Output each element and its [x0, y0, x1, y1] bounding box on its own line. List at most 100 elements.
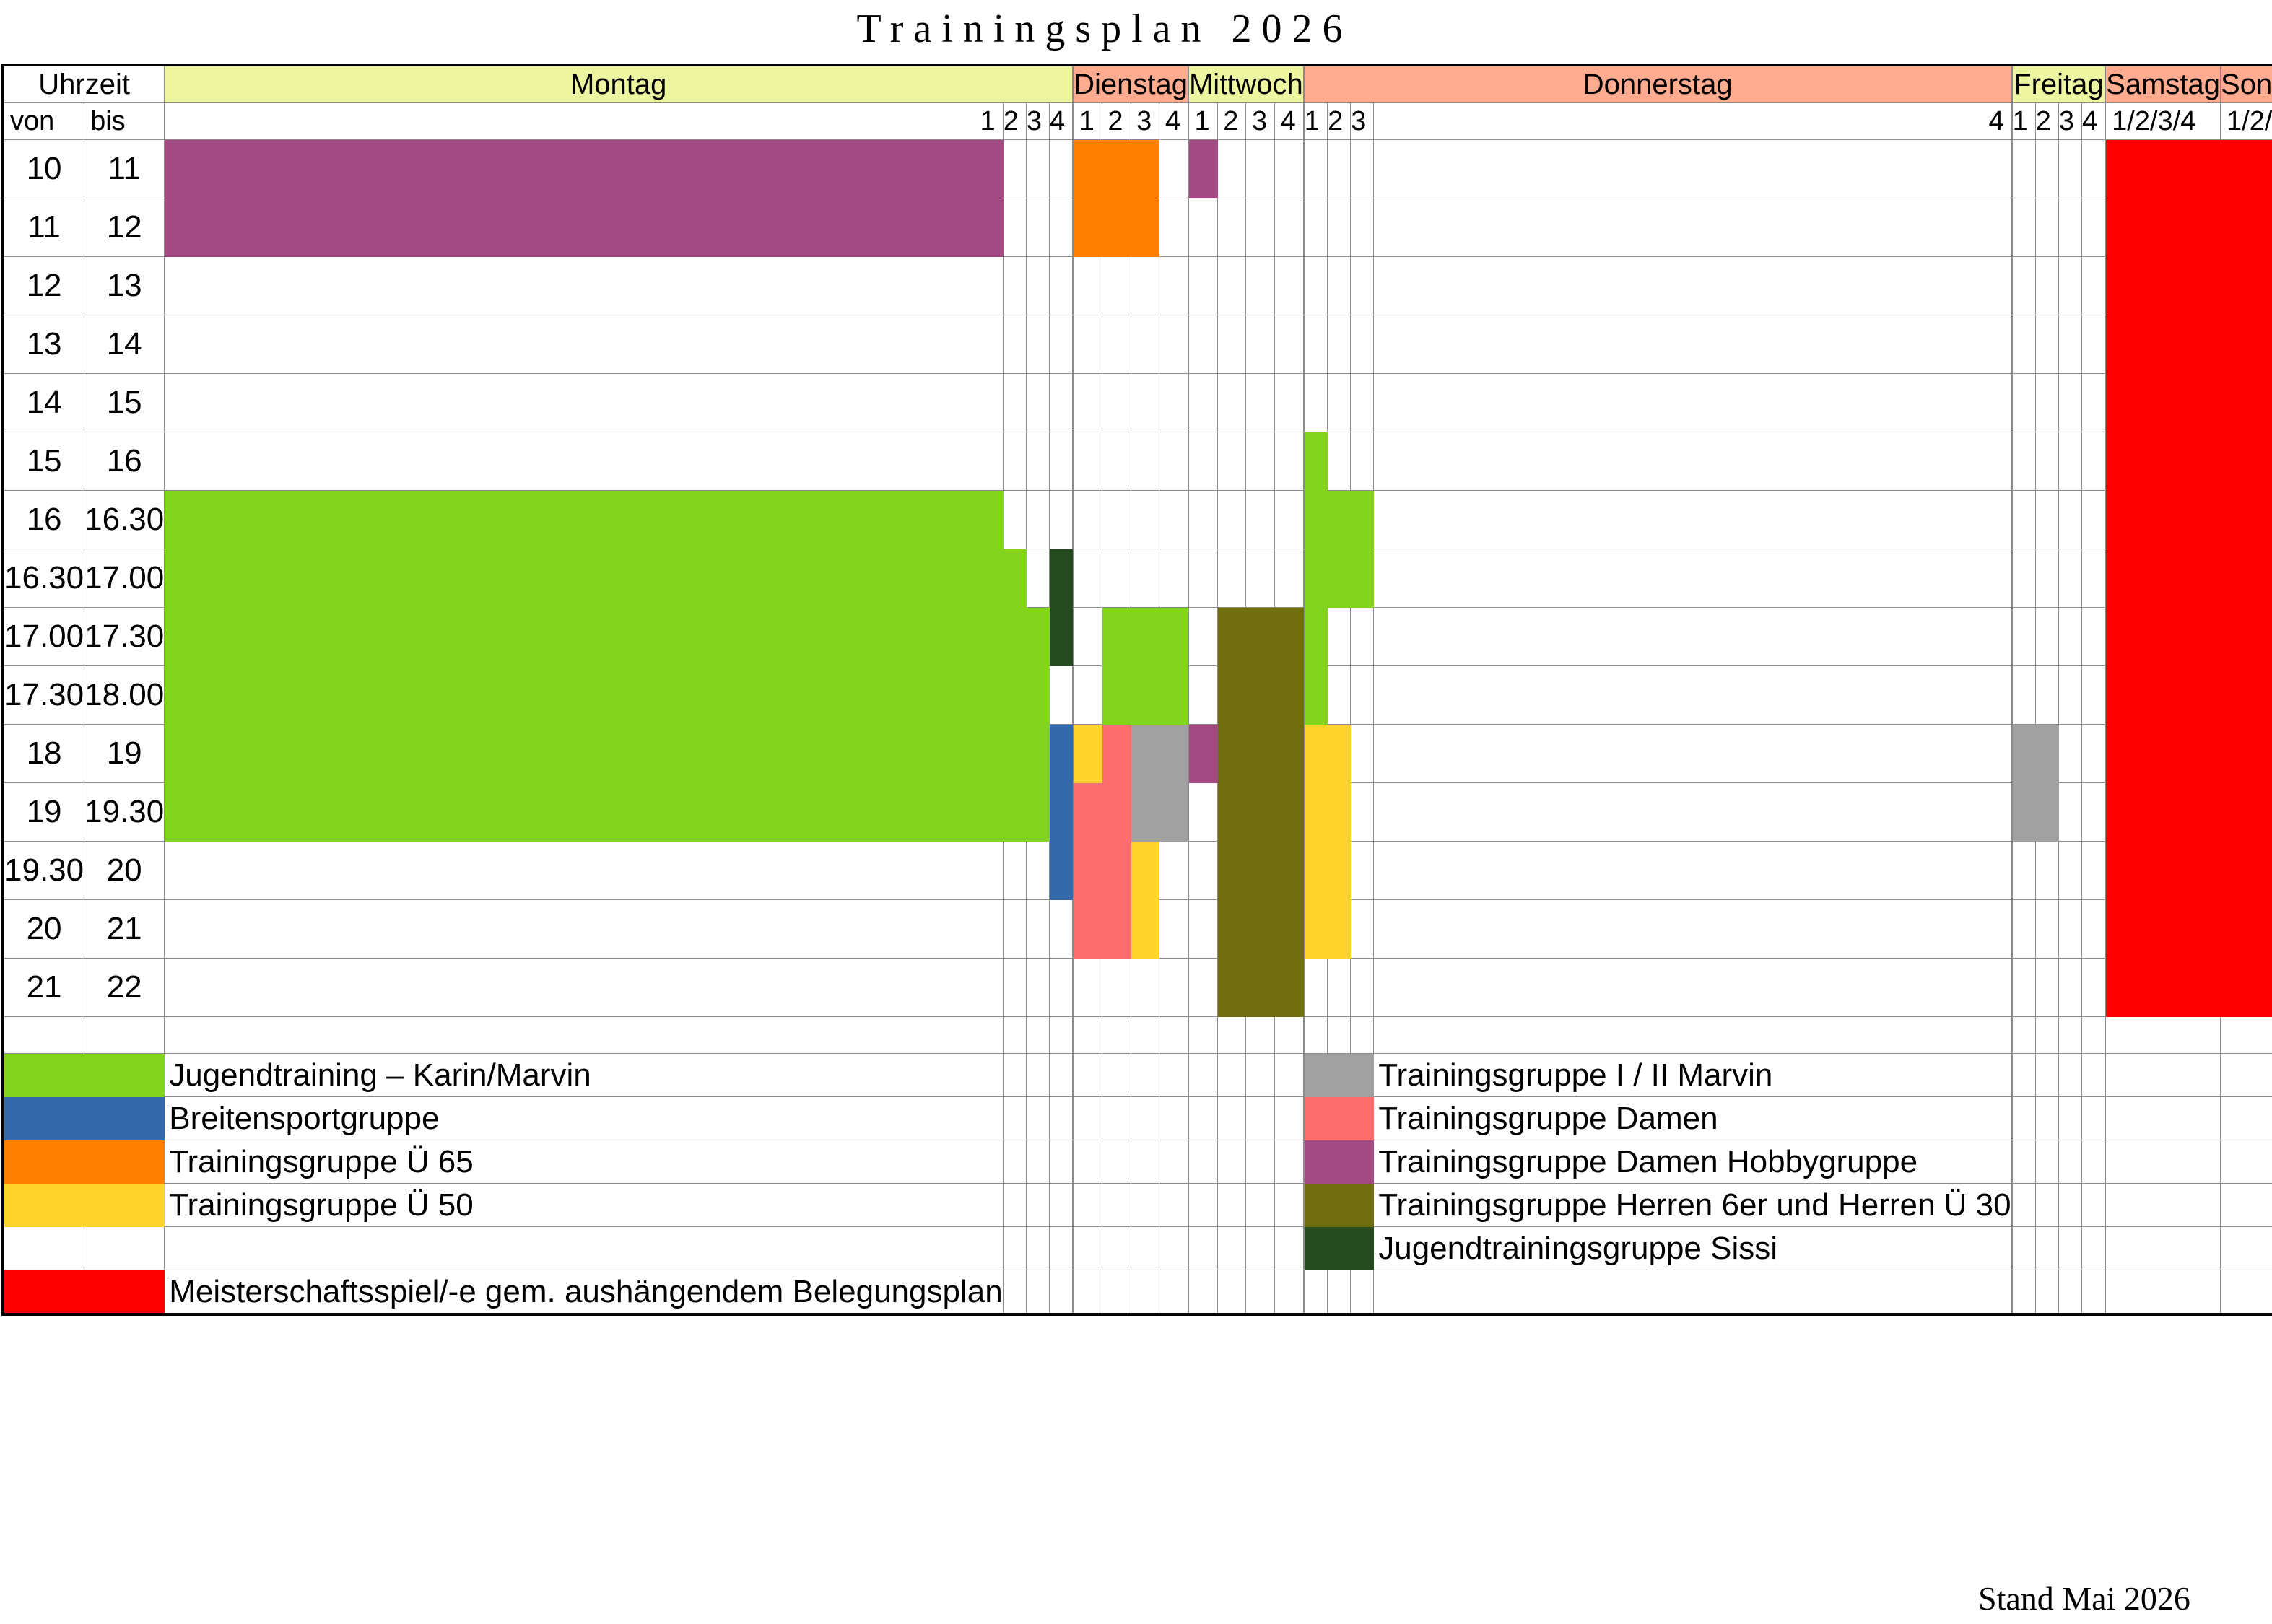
time-from: 10 — [2, 139, 85, 198]
court-slot-cell — [1350, 782, 1375, 842]
court-slot-cell — [2011, 607, 2036, 666]
empty-cell — [1216, 1096, 1247, 1140]
booking-cell-jugend — [1025, 665, 1050, 725]
booking-cell-tg12 — [2034, 782, 2059, 842]
empty-cell — [1326, 1270, 1352, 1315]
court-slot-cell — [1101, 256, 1131, 315]
court-slot-cell — [2034, 841, 2059, 900]
booking-cell-herren — [1274, 665, 1304, 725]
booking-cell-jugend — [1002, 724, 1027, 783]
booking-cell-jugend — [164, 724, 1004, 783]
booking-cell-sissi — [1048, 549, 1074, 608]
court-slot-cell — [1073, 665, 1102, 725]
booking-cell-tg12 — [1130, 724, 1160, 783]
booking-cell-damen — [1101, 782, 1131, 842]
court-slot-cell — [2034, 549, 2059, 608]
empty-cell — [2058, 1140, 2083, 1184]
court-slot-cell — [164, 256, 1004, 315]
empty-cell — [1159, 1183, 1188, 1227]
court-slot-cell — [2058, 256, 2083, 315]
booking-cell-jugend — [1101, 665, 1131, 725]
bis-header: bis — [84, 102, 165, 140]
booking-cell-damen — [1101, 899, 1131, 959]
court-slot-cell — [1216, 490, 1247, 549]
empty-cell — [1025, 1183, 1050, 1227]
court-slot-cell — [1303, 373, 1328, 432]
time-from: 19.30 — [2, 841, 85, 900]
empty-cell — [2034, 1226, 2059, 1270]
time-row: 20 21 — [2, 899, 2272, 959]
court-slot-cell — [1373, 373, 2012, 432]
empty-cell — [1130, 1096, 1160, 1140]
court-slot-cell — [2034, 315, 2059, 374]
empty-cell — [1072, 1226, 1074, 1270]
court-slot-cell — [1350, 198, 1375, 257]
booking-cell-ue65 — [1073, 198, 1102, 257]
booking-cell-herren — [1274, 607, 1304, 666]
empty-cell — [2220, 1140, 2272, 1184]
court-number: 2 — [1326, 102, 1352, 140]
booking-cell-jugend — [1002, 665, 1027, 725]
court-slot-cell — [1002, 841, 1027, 900]
empty-cell — [1048, 1270, 1074, 1315]
time-from: 11 — [2, 198, 85, 257]
court-slot-cell — [1326, 432, 1352, 491]
court-slot-cell — [2058, 958, 2083, 1017]
booking-cell-jugend — [1159, 665, 1188, 725]
empty-cell — [1188, 1053, 1218, 1097]
court-slot-cell — [1216, 373, 1247, 432]
booking-cell-herren — [1274, 782, 1304, 842]
court-slot-cell — [1188, 198, 1218, 257]
booking-cell-jugend — [1130, 607, 1160, 666]
time-row: 19 19.30 — [2, 782, 2272, 842]
empty-cell — [2011, 1140, 2036, 1184]
court-number: 4 — [1159, 102, 1188, 140]
court-slot-cell — [1350, 724, 1375, 783]
time-row: 19.30 20 — [2, 841, 2272, 900]
booking-cell-jugend — [1326, 490, 1352, 549]
empty-cell — [2105, 1096, 2221, 1140]
empty-cell — [1245, 1053, 1276, 1097]
court-slot-cell — [2081, 256, 2106, 315]
booking-cell-herren — [1216, 665, 1247, 725]
time-to: 18.00 — [84, 665, 165, 725]
legend-label: Trainingsgruppe I / II Marvin — [1373, 1053, 2012, 1097]
court-slot-cell — [1350, 607, 1375, 666]
empty-cell — [1188, 1016, 1218, 1054]
empty-cell — [1159, 1226, 1188, 1270]
booking-cell-meister — [2105, 373, 2221, 432]
court-slot-cell — [1303, 139, 1328, 198]
booking-cell-breiten — [1048, 782, 1074, 842]
legend-label: Trainingsgruppe Herren 6er und Herren Ü … — [1373, 1183, 2012, 1227]
booking-cell-meister — [2105, 782, 2221, 842]
court-slot-cell — [1326, 373, 1352, 432]
day-header: Mittwoch — [1188, 64, 1304, 103]
court-slot-cell — [1130, 256, 1160, 315]
booking-cell-meister — [2105, 256, 2221, 315]
court-slot-cell — [2058, 432, 2083, 491]
court-slot-cell — [2081, 373, 2106, 432]
booking-cell-herren — [1274, 724, 1304, 783]
court-slot-cell — [1326, 139, 1352, 198]
court-slot-cell — [1025, 841, 1050, 900]
court-slot-cell — [1245, 549, 1276, 608]
court-slot-cell — [1073, 373, 1102, 432]
booking-cell-ue50 — [1073, 724, 1102, 783]
court-slot-cell — [2058, 139, 2083, 198]
court-slot-cell — [164, 432, 1004, 491]
court-number: 2 — [2034, 102, 2059, 140]
court-slot-cell — [2058, 373, 2083, 432]
court-slot-cell — [1130, 549, 1160, 608]
empty-cell — [2105, 1140, 2221, 1184]
booking-cell-herren — [1216, 607, 1247, 666]
empty-cell — [84, 1226, 165, 1270]
empty-cell — [1025, 1096, 1050, 1140]
empty-cell — [84, 1016, 165, 1054]
court-slot-cell — [1002, 198, 1027, 257]
court-slot-cell — [1159, 373, 1188, 432]
booking-cell-herren — [1274, 899, 1304, 959]
booking-cell-sissi — [1048, 607, 1074, 666]
empty-cell — [2220, 1096, 2272, 1140]
booking-cell-jugend — [1025, 782, 1050, 842]
court-slot-cell — [1350, 315, 1375, 374]
